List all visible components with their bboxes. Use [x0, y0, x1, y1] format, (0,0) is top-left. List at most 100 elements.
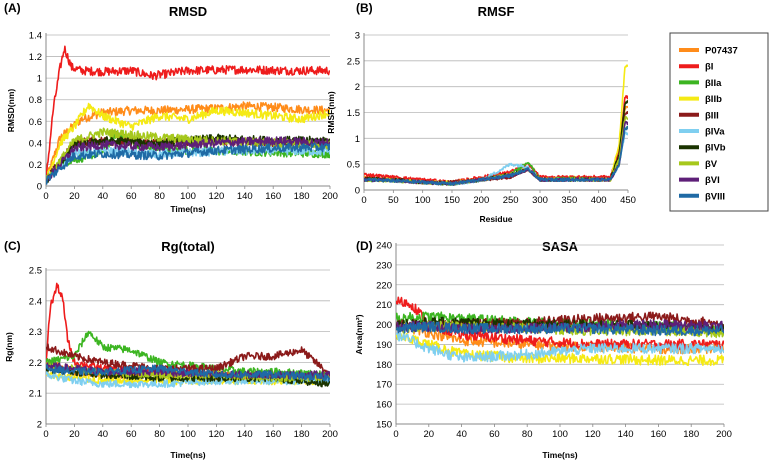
rmsf-series-line	[364, 125, 628, 186]
rmsf-xlabel: Residue	[479, 214, 512, 224]
rmsd-xtick-label: 200	[322, 191, 338, 202]
legend-label: βIIb	[705, 94, 722, 105]
sasa-panel-label: (D)	[356, 239, 373, 253]
rmsf-xtick-label: 450	[620, 195, 636, 206]
rmsd-ytick-label: 0.6	[29, 117, 42, 128]
rmsf-xtick-label: 0	[361, 195, 366, 206]
rmsf-title: RMSF	[478, 4, 515, 19]
rmsd-xtick-label: 40	[98, 191, 109, 202]
rmsd-xtick-label: 180	[294, 191, 310, 202]
sasa-ylabel: Area(nm²)	[354, 314, 364, 354]
rmsf-xtick-label: 100	[415, 195, 431, 206]
rmsd-xtick-label: 60	[126, 191, 137, 202]
rmsd-ytick-label: 1.4	[29, 31, 42, 42]
sasa-series-line	[396, 331, 724, 367]
rmsd-xtick-label: 140	[237, 191, 253, 202]
sasa-xtick-label: 120	[585, 429, 601, 440]
rmsd-title: RMSD	[169, 4, 207, 19]
sasa-title: SASA	[542, 239, 579, 254]
sasa-ytick-label: 170	[376, 380, 392, 391]
rmsf-xtick-label: 350	[561, 195, 577, 206]
rmsf-ytick-label: 1	[355, 134, 360, 145]
rmsf-series-line	[364, 95, 628, 185]
rg-ytick-label: 2.1	[29, 389, 42, 400]
legend-label: P07437	[705, 46, 738, 57]
rg-xtick-label: 120	[208, 429, 224, 440]
rmsd-ytick-label: 0.2	[29, 160, 42, 171]
rmsf-xtick-label: 150	[444, 195, 460, 206]
rmsd-panel-label: (A)	[4, 1, 21, 15]
rmsf-ytick-label: 1.5	[347, 108, 360, 119]
rmsf-ytick-label: 0	[355, 186, 360, 197]
rmsf-ytick-label: 2	[355, 82, 360, 93]
rg-xtick-label: 140	[237, 429, 253, 440]
rg-panel: (C) Rg(total) 2 2.1 2.2 2.3 2.4 2.5 0 20 40 60 80 100…	[4, 239, 338, 460]
sasa-xtick-label: 100	[552, 429, 568, 440]
rg-xtick-label: 100	[180, 429, 196, 440]
sasa-xtick-label: 140	[618, 429, 634, 440]
legend-label: βIVb	[705, 143, 726, 154]
rg-xtick-label: 60	[126, 429, 137, 440]
rmsd-xtick-label: 0	[43, 191, 48, 202]
rg-xtick-label: 200	[322, 429, 338, 440]
rmsd-xtick-label: 80	[154, 191, 165, 202]
rmsf-xtick-label: 250	[503, 195, 519, 206]
rg-series-group	[46, 282, 330, 389]
rmsd-xtick-label: 120	[208, 191, 224, 202]
rmsf-xtick-label: 200	[473, 195, 489, 206]
sasa-panel: (D) SASA 150 160 170 180 190 200 210 220 230 240 0 20…	[354, 239, 732, 460]
sasa-ytick-label: 230	[376, 260, 392, 271]
rmsd-ylabel: RMSD(nm)	[6, 89, 16, 133]
rmsd-series-line	[46, 45, 330, 181]
rmsd-panel: (A) RMSD 0 0.2 0.4 0.6 0.8 1 1.2 1.4 0 20 40 60 80 100 1…	[4, 1, 338, 214]
rmsf-ytick-label: 2.5	[347, 56, 360, 67]
sasa-ytick-label: 210	[376, 300, 392, 311]
legend: P07437 βI βIIa βIIb βIII βIVa βIVb βV βVI βVIII	[669, 32, 769, 212]
rmsf-ylabel: RMSF(nm)	[326, 91, 336, 134]
sasa-xtick-label: 0	[393, 429, 398, 440]
rmsd-series-line	[46, 142, 330, 185]
rmsf-xtick-label: 400	[591, 195, 607, 206]
rmsf-series-line	[364, 64, 628, 185]
legend-label: βIVa	[705, 127, 725, 138]
sasa-ytick-label: 220	[376, 280, 392, 291]
rg-xtick-label: 180	[294, 429, 310, 440]
rg-xtick-label: 160	[265, 429, 281, 440]
rmsf-panel-label: (B)	[356, 1, 373, 15]
rg-panel-label: (C)	[4, 239, 21, 253]
rg-xtick-label: 20	[69, 429, 80, 440]
rmsd-ytick-label: 0.8	[29, 95, 42, 106]
rmsd-series-line	[46, 102, 330, 183]
rg-xlabel: Time(ns)	[170, 450, 205, 460]
sasa-ytick-label: 150	[376, 420, 392, 431]
rmsd-xtick-label: 20	[69, 191, 80, 202]
sasa-ytick-label: 190	[376, 340, 392, 351]
sasa-ytick-label: 180	[376, 360, 392, 371]
legend-label: βI	[705, 62, 713, 73]
legend-label: βIIa	[705, 78, 722, 89]
rg-xtick-label: 0	[43, 429, 48, 440]
rg-ylabel: Rg(nm)	[4, 332, 14, 362]
rmsd-ytick-label: 1	[37, 74, 42, 85]
rmsd-ytick-label: 1.2	[29, 52, 42, 63]
rmsd-xtick-label: 160	[265, 191, 281, 202]
rmsf-ytick-label: 3	[355, 31, 360, 42]
sasa-xtick-label: 200	[716, 429, 732, 440]
rmsd-series-group	[46, 45, 330, 185]
rg-ytick-label: 2.5	[29, 266, 42, 277]
sasa-series-line	[396, 330, 724, 363]
legend-label: βVI	[705, 175, 720, 186]
rmsf-panel: (B) RMSF 0 0.5 1 1.5 2 2.5 3 0 50 100 150 200 250 300 35…	[326, 1, 636, 224]
sasa-series-group	[396, 296, 724, 367]
rg-series-line	[46, 343, 330, 378]
rmsd-ytick-label: 0.4	[29, 138, 42, 149]
rmsf-series-group	[364, 64, 628, 186]
rmsd-ytick-label: 0	[37, 182, 42, 193]
sasa-xtick-label: 20	[424, 429, 435, 440]
sasa-series-line	[396, 321, 724, 337]
sasa-ytick-label: 200	[376, 320, 392, 331]
rmsf-xtick-label: 300	[532, 195, 548, 206]
sasa-ytick-label: 240	[376, 241, 392, 252]
rmsd-series-line	[46, 101, 330, 181]
